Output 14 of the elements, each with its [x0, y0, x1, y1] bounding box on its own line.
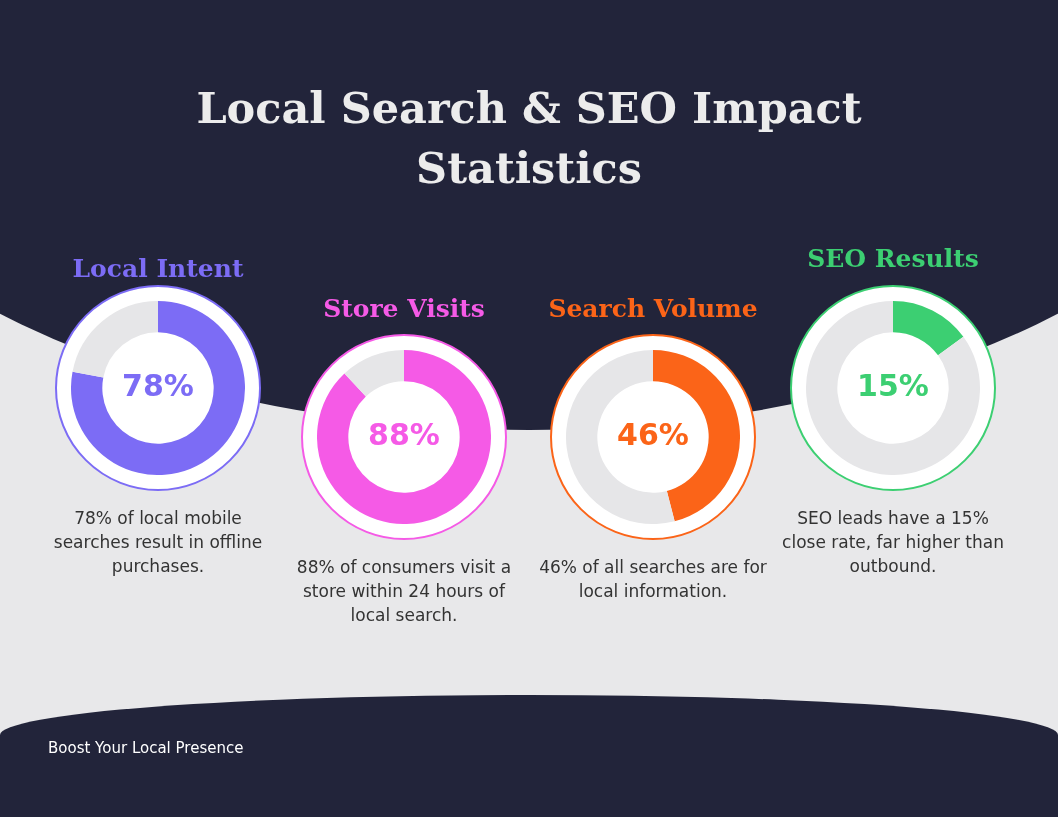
text: SEO leads have a 15% close rate, far higher than outbound.	[781, 507, 1005, 578]
text: 46% of all searches are for local information.	[538, 556, 768, 603]
text: Boost Your Local Presence	[48, 739, 244, 757]
chart-title: SEO Results	[806, 244, 980, 273]
text: Local Search & SEO Impact Statistics	[195, 82, 863, 195]
chart-title: Store Visits	[322, 294, 486, 323]
chart-title: Local Intent	[71, 254, 245, 283]
data-label: 15%	[857, 367, 929, 403]
data-label: 46%	[617, 416, 689, 452]
data-label: 78%	[122, 367, 194, 403]
text: 88% of consumers visit a store within 24 hours of local search.	[295, 556, 513, 627]
chart-title: Search Volume	[547, 294, 759, 323]
text: 78% of local mobile searches result in offline purchases.	[52, 507, 264, 578]
data-label: 88%	[368, 416, 440, 452]
